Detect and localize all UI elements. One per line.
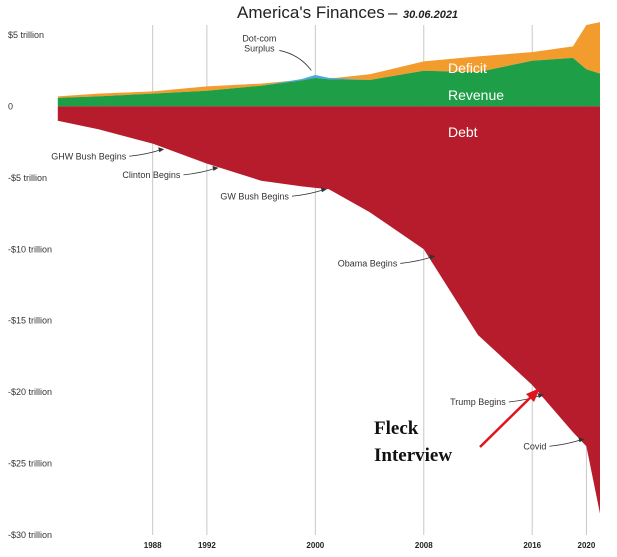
ytick-label: -$15 trillion <box>8 316 52 326</box>
area-revenue <box>57 57 601 107</box>
annotation-label: Surplus <box>244 43 275 53</box>
annotation-label: GW Bush Begins <box>220 191 289 201</box>
area-deficit <box>57 22 601 98</box>
annotation-arrowhead <box>578 437 585 443</box>
series-label-revenue: Revenue <box>448 87 504 103</box>
area-dotcom-surplus <box>57 57 601 98</box>
xtick-label: 2000 <box>306 541 324 550</box>
ytick-label: -$5 trillion <box>8 173 47 183</box>
annotation-label: GHW Bush Begins <box>51 151 127 161</box>
annotation-arrowhead <box>158 147 165 153</box>
ytick-label: 0 <box>8 101 13 111</box>
xtick-label: 2016 <box>523 541 541 550</box>
chart-date: 30.06.2021 <box>403 9 458 21</box>
annotation-arrow <box>129 148 163 157</box>
ytick-label: -$20 trillion <box>8 387 52 397</box>
annotation-label: Covid <box>523 441 546 451</box>
annotation-arrow <box>291 188 326 197</box>
series-label-debt: Debt <box>448 124 478 140</box>
ytick-label: -$30 trillion <box>8 530 52 540</box>
chart-title: America's Finances <box>237 3 385 22</box>
annotation-label: Clinton Begins <box>122 170 181 180</box>
xtick-label: 1992 <box>198 541 216 550</box>
annotation-arrowhead <box>320 187 327 193</box>
ytick-label: -$25 trillion <box>8 459 52 469</box>
annotation-arrowhead <box>429 254 436 260</box>
ytick-label: $5 trillion <box>8 30 44 40</box>
y-axis: $5 trillion 0 -$5 trillion -$10 trillion -$1… <box>8 30 52 540</box>
annotation-arrowhead <box>212 165 219 171</box>
annotation-label: Obama Begins <box>338 258 398 268</box>
annotation-arrow <box>400 256 434 264</box>
annotations: GHW Bush Begins Clinton Begins GW Bush Beg… <box>51 33 585 451</box>
annotation-arrow <box>279 50 312 71</box>
x-axis: 1988 1992 2000 2008 2016 2020 <box>144 541 596 550</box>
area-series <box>57 22 601 514</box>
annotation-label: Trump Begins <box>450 397 506 407</box>
area-debt <box>57 106 601 514</box>
annotation-label: Dot-com <box>242 33 276 43</box>
xtick-label: 1988 <box>144 541 162 550</box>
fleck-arrow <box>479 388 540 448</box>
ytick-label: -$10 trillion <box>8 244 52 254</box>
title-separator: – <box>388 3 398 22</box>
series-label-deficit: Deficit <box>448 60 487 76</box>
annotation-arrow <box>549 438 583 447</box>
annotation-arrow <box>183 167 217 176</box>
interview-label: Interview <box>374 445 452 466</box>
xtick-label: 2008 <box>415 541 433 550</box>
fleck-label: Fleck <box>374 418 419 439</box>
xtick-label: 2020 <box>578 541 596 550</box>
annotation-arrowhead <box>537 393 544 398</box>
